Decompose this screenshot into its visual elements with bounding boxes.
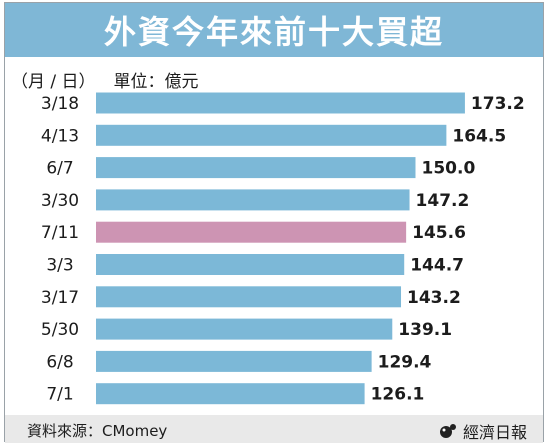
value-label: 129.4 [378,352,432,372]
bar [96,254,405,275]
category-label: 3/17 [41,288,79,308]
bar [96,124,447,146]
source-text: 資料來源：CMomey [27,422,168,440]
unit-label: 單位：億元 [113,72,199,92]
category-label: 7/11 [41,223,79,243]
value-label: 126.1 [371,385,425,405]
bar [96,350,372,372]
category-label: 7/1 [46,385,73,405]
value-label: 139.1 [398,320,452,340]
category-label: 3/18 [41,94,79,114]
category-label: 3/30 [41,191,79,211]
category-label: 3/3 [46,256,73,276]
category-label: 6/7 [46,159,73,179]
axis-header: （月 / 日） 單位：億元 [11,67,199,92]
bar [96,189,410,211]
category-axis-label: （月 / 日） [11,72,96,92]
bar [96,286,402,308]
title-bar: 外資今年來前十大買超 [5,3,543,57]
bar [96,92,465,114]
brand: 經濟日報 [439,419,527,443]
bar [96,318,393,340]
category-label: 5/30 [41,320,79,340]
value-label: 173.2 [471,94,525,114]
bar [96,221,407,243]
category-label: 6/8 [46,352,73,372]
footer: 資料來源：CMomey 經濟日報 [5,415,543,443]
brand-name: 經濟日報 [462,423,527,442]
value-label: 150.0 [422,159,476,179]
value-label: 143.2 [407,288,461,308]
bar [96,383,365,405]
category-label: 4/13 [41,126,79,146]
chart-title: 外資今年來前十大買超 [103,13,444,51]
value-label: 144.7 [410,256,464,276]
value-label: 147.2 [416,191,470,211]
newspaper-logo-icon [439,424,456,438]
bar [96,157,416,179]
value-label: 145.6 [412,223,466,243]
value-label: 164.5 [452,126,506,146]
